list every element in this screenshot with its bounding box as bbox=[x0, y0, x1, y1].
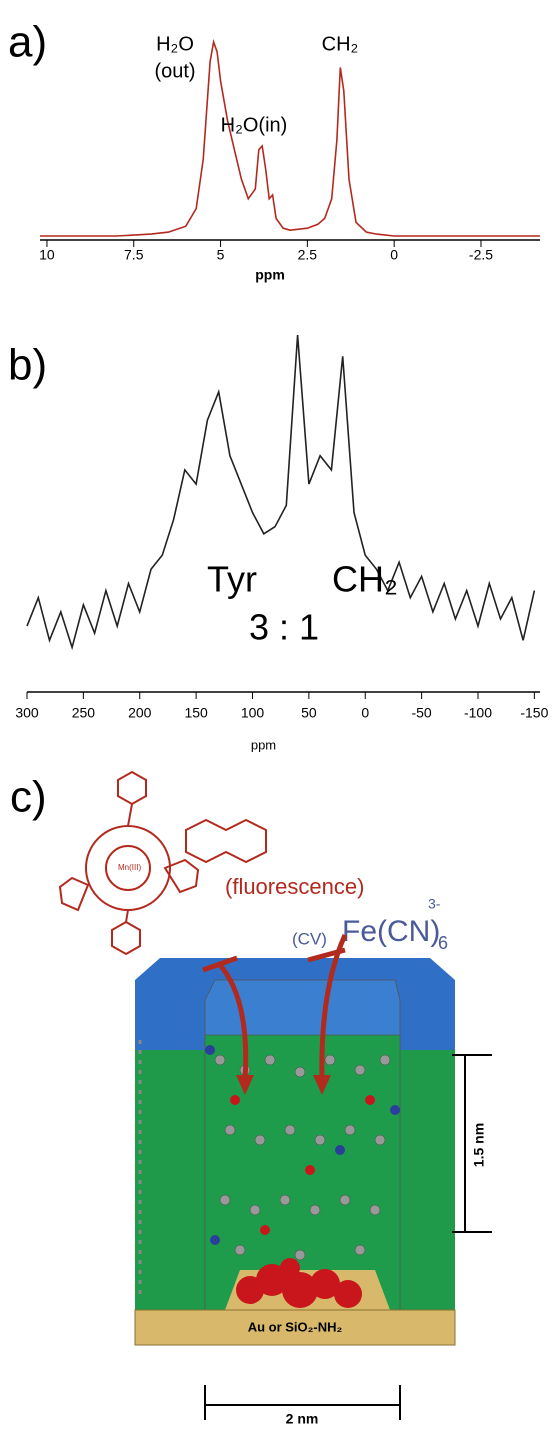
spectrum-line bbox=[40, 42, 540, 236]
annotation: Tyr bbox=[207, 559, 257, 600]
x-tick-label: -50 bbox=[411, 705, 431, 721]
annotation: H₂O bbox=[156, 33, 194, 55]
metal-label: Mn(III) bbox=[118, 863, 141, 872]
x-tick-label: 2.5 bbox=[298, 247, 318, 263]
x-tick-label: 0 bbox=[390, 247, 398, 263]
diagram: c) Mn(III) (fluorescence) (CV) Fe(CN) 6 … bbox=[10, 772, 492, 1427]
porphyrin bbox=[60, 772, 266, 954]
x-tick-label: 200 bbox=[128, 705, 152, 721]
x-tick-label: 100 bbox=[241, 705, 265, 721]
x-axis-label: ppm bbox=[255, 267, 285, 283]
x-tick-label: -100 bbox=[464, 705, 492, 721]
method-label: (fluorescence) bbox=[225, 874, 364, 899]
panel-label: b) bbox=[8, 341, 47, 390]
dimension-label: 1.5 nm bbox=[471, 1123, 487, 1167]
x-tick-label: 7.5 bbox=[124, 247, 144, 263]
x-tick-label: 10 bbox=[39, 247, 55, 263]
probe-charge: 3- bbox=[428, 896, 441, 912]
pore bbox=[205, 1010, 400, 1310]
x-tick-label: 250 bbox=[72, 705, 96, 721]
x-axis-label: ppm bbox=[251, 737, 276, 752]
x-tick-label: 5 bbox=[217, 247, 225, 263]
annotation: CH₂ bbox=[322, 33, 359, 55]
x-tick-label: 150 bbox=[184, 705, 208, 721]
x-tick-label: -150 bbox=[520, 705, 548, 721]
annotation: CH₂ bbox=[332, 559, 398, 600]
panel-label: c) bbox=[10, 773, 47, 822]
x-tick-label: 50 bbox=[301, 705, 317, 721]
figure: a) 10 7.5 5 2.5 0 -2.5 ppm H₂O (out) H₂O(in) CH₂ b) 3… bbox=[0, 0, 558, 1429]
x-tick-label: -2.5 bbox=[469, 247, 493, 263]
substrate-label: Au or SiO₂-NH₂ bbox=[248, 1319, 343, 1334]
x-tick-label: 0 bbox=[361, 705, 369, 721]
annotation: (out) bbox=[154, 60, 195, 82]
spectra: a) 10 7.5 5 2.5 0 -2.5 ppm H₂O (out) H₂O(in) CH₂ b) 3… bbox=[8, 18, 549, 753]
panel-label: a) bbox=[8, 18, 47, 67]
spectrum-line bbox=[27, 335, 534, 647]
probe-subscript: 6 bbox=[438, 933, 448, 953]
x-tick-label: 300 bbox=[15, 705, 39, 721]
annotation: H₂O(in) bbox=[221, 114, 288, 136]
dimension-label: 2 nm bbox=[286, 1411, 319, 1427]
probe-label: Fe(CN) bbox=[342, 915, 440, 948]
method-label: (CV) bbox=[292, 929, 327, 948]
annotation: 3 : 1 bbox=[249, 607, 319, 648]
